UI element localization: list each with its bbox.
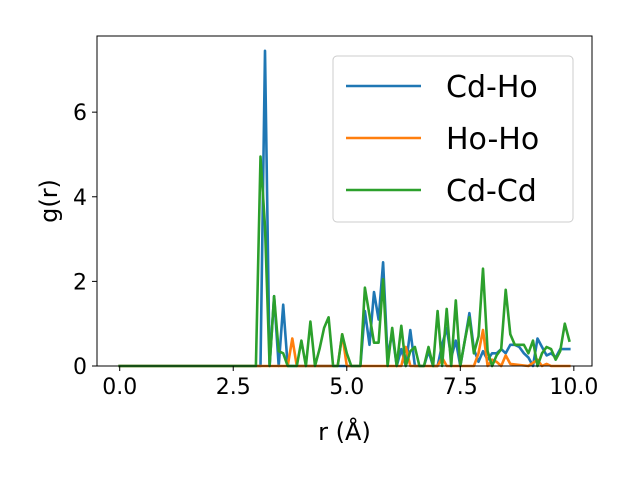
legend: Cd-Ho Ho-Ho Cd-Cd: [332, 55, 574, 223]
x-tick-label: 0.0: [102, 375, 137, 400]
x-axis-label: r (Å): [318, 417, 371, 446]
plot-area: [96, 35, 593, 368]
legend-label-cd-cd: Cd-Cd: [446, 174, 537, 209]
plot-frame: [96, 35, 593, 367]
legend-box: [332, 55, 574, 223]
x-tick-label: 2.5: [216, 375, 251, 400]
y-axis: 0 2 4 6: [73, 101, 97, 380]
legend-label-ho-ho: Ho-Ho: [446, 122, 539, 157]
y-tick-label: 2: [73, 270, 87, 295]
x-axis: 0.0 2.5 5.0 7.5 10.0: [102, 366, 598, 400]
y-tick-label: 6: [73, 101, 87, 126]
legend-label-cd-ho: Cd-Ho: [446, 70, 538, 105]
x-tick-label: 10.0: [549, 375, 598, 400]
y-axis-label: g(r): [35, 179, 63, 223]
x-tick-label: 7.5: [443, 375, 478, 400]
y-tick-label: 4: [73, 186, 87, 211]
y-tick-label: 0: [73, 355, 87, 380]
x-tick-label: 5.0: [329, 375, 364, 400]
